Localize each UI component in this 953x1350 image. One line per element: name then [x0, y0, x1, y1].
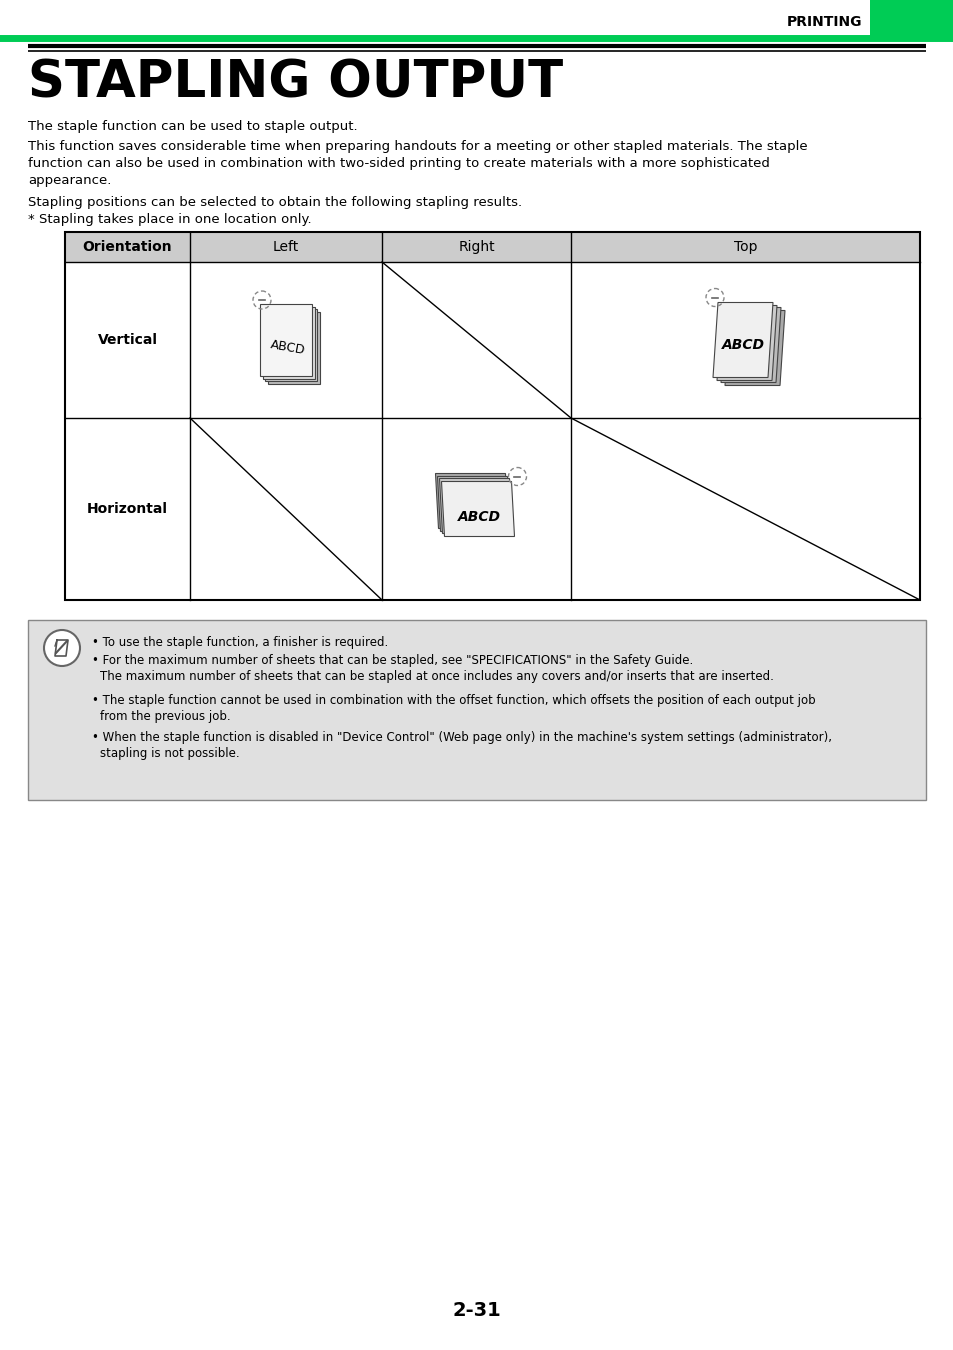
Bar: [268, 312, 319, 383]
Polygon shape: [717, 305, 776, 381]
Text: • To use the staple function, a finisher is required.: • To use the staple function, a finisher…: [91, 636, 388, 649]
Polygon shape: [435, 474, 508, 528]
Bar: [265, 309, 316, 381]
Bar: [28, 620, 925, 801]
Bar: [263, 306, 314, 379]
Text: from the previous job.: from the previous job.: [100, 710, 231, 724]
Text: Top: Top: [733, 240, 757, 254]
Text: Vertical: Vertical: [97, 333, 157, 347]
Bar: [65, 232, 919, 262]
Text: • When the staple function is disabled in "Device Control" (Web page only) in th: • When the staple function is disabled i…: [91, 730, 831, 744]
Polygon shape: [724, 310, 784, 386]
Polygon shape: [439, 478, 512, 533]
Circle shape: [44, 630, 80, 666]
Text: 2-31: 2-31: [452, 1300, 501, 1319]
Text: ABCD: ABCD: [457, 510, 500, 524]
Polygon shape: [441, 482, 514, 536]
Text: Orientation: Orientation: [83, 240, 172, 254]
Bar: [65, 232, 919, 599]
Text: Horizontal: Horizontal: [87, 502, 168, 516]
Text: * Stapling takes place in one location only.: * Stapling takes place in one location o…: [28, 213, 312, 225]
Text: ABCD: ABCD: [721, 338, 764, 352]
Text: function can also be used in combination with two-sided printing to create mater: function can also be used in combination…: [28, 157, 769, 170]
Polygon shape: [720, 308, 781, 382]
Text: appearance.: appearance.: [28, 174, 112, 188]
Text: The staple function can be used to staple output.: The staple function can be used to stapl…: [28, 120, 357, 134]
Text: The maximum number of sheets that can be stapled at once includes any covers and: The maximum number of sheets that can be…: [100, 670, 773, 683]
Polygon shape: [437, 477, 510, 532]
Text: ABCD: ABCD: [270, 339, 306, 358]
Bar: [260, 304, 312, 377]
Text: Right: Right: [457, 240, 495, 254]
Text: This function saves considerable time when preparing handouts for a meeting or o: This function saves considerable time wh…: [28, 140, 807, 153]
Text: stapling is not possible.: stapling is not possible.: [100, 747, 239, 760]
Polygon shape: [712, 302, 772, 378]
Text: Stapling positions can be selected to obtain the following stapling results.: Stapling positions can be selected to ob…: [28, 196, 521, 209]
Bar: [869, 0, 953, 38]
Text: STAPLING OUTPUT: STAPLING OUTPUT: [28, 58, 562, 108]
Text: Left: Left: [273, 240, 299, 254]
Text: • The staple function cannot be used in combination with the offset function, wh: • The staple function cannot be used in …: [91, 694, 815, 707]
Text: • For the maximum number of sheets that can be stapled, see "SPECIFICATIONS" in : • For the maximum number of sheets that …: [91, 653, 693, 667]
Text: PRINTING: PRINTING: [785, 15, 862, 28]
